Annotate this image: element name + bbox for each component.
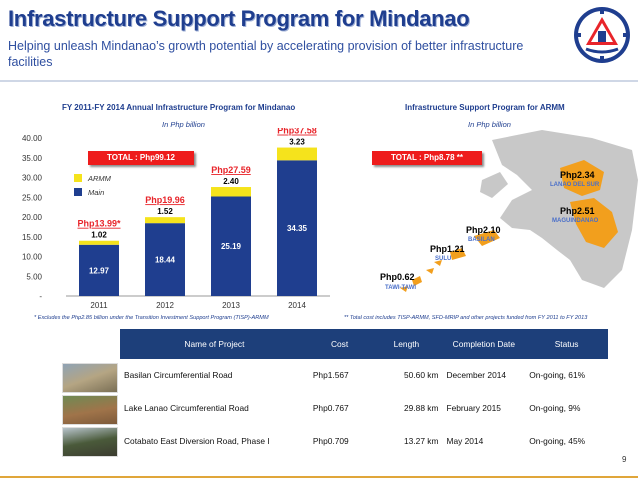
map-title: Infrastructure Support Program for ARMM (405, 103, 565, 112)
bar-total-label: Php13.99* (77, 219, 121, 229)
map-region-basilan: BASILAN (468, 237, 495, 243)
cell-completion: December 2014 (442, 359, 526, 392)
y-tick-label: - (39, 292, 42, 301)
bar-total-label: Php37.58 (277, 128, 317, 136)
chart-unit-note: In Php billion (162, 120, 205, 129)
cell-length: 13.27 km (370, 424, 443, 458)
map-region-maguindanao: MAGUINDANAO (552, 218, 599, 224)
cell-cost: Php1.567 (308, 359, 371, 392)
chart-footnote: * Excludes the Php2.85 billion under the… (34, 315, 269, 321)
y-tick-label: 30.00 (22, 174, 43, 183)
map-amount-sulu: Php1.21 (430, 244, 465, 254)
page-number: 9 (622, 455, 627, 464)
legend-swatch-armm (74, 174, 82, 182)
header-status: Status (525, 329, 608, 359)
cell-length: 29.88 km (404, 403, 439, 413)
cell-status: On-going, 45% (525, 424, 608, 458)
y-tick-label: 5.00 (26, 272, 42, 281)
bar-main-label: 18.44 (155, 256, 176, 265)
cell-cost: Php0.709 (308, 424, 371, 458)
chart-total-box: TOTAL : Php99.12 (88, 151, 194, 165)
header-completion: Completion Date (442, 329, 526, 359)
armm-map (400, 130, 638, 292)
cell-name: Basilan Circumferential Road (120, 359, 309, 392)
project-photo-cotabato (62, 427, 118, 457)
bar-total-label: Php27.59 (211, 165, 251, 175)
bar-armm (145, 217, 185, 224)
page-subtitle: Helping unleash Mindanao’s growth potent… (8, 39, 524, 69)
dpwh-logo (574, 7, 630, 63)
x-tick-label: 2012 (156, 301, 174, 310)
bar-main (79, 244, 119, 296)
project-photo-basilan (62, 363, 118, 393)
table-row: Lake Lanao Circumferential Road Php0.767… (120, 392, 608, 425)
legend-swatch-main (74, 188, 82, 196)
cell-length: 50.60 km (370, 359, 443, 392)
cell-completion: May 2014 (442, 424, 526, 458)
table-row: Cotabato East Diversion Road, Phase I Ph… (120, 424, 608, 458)
cell-name: Lake Lanao Circumferential Road (124, 403, 249, 413)
bar-armm-label: 1.02 (91, 231, 107, 240)
map-amount-basilan: Php2.10 (466, 225, 501, 235)
bar-main (145, 223, 185, 296)
header-cost: Cost (308, 329, 371, 359)
legend-label-armm: ARMM (87, 174, 112, 183)
bar-main (211, 196, 251, 296)
x-tick-label: 2014 (288, 301, 306, 310)
bottom-rule (0, 476, 638, 478)
cell-status: On-going, 9% (529, 403, 581, 413)
table-row: Basilan Circumferential Road Php1.567 50… (120, 359, 608, 392)
bar-main (277, 160, 317, 296)
map-amount-tawitawi: Php0.62 (380, 272, 415, 282)
map-total-box: TOTAL : Php8.78 ** (372, 151, 482, 165)
y-tick-label: 15.00 (22, 233, 43, 242)
cell-name: Cotabato East Diversion Road, Phase I (120, 424, 309, 458)
table-header-row: Name of Project Cost Length Completion D… (120, 329, 608, 359)
map-amount-maguindanao: Php2.51 (560, 206, 595, 216)
x-tick-label: 2013 (222, 301, 240, 310)
page-title: Infrastructure Support Program for Minda… (8, 6, 470, 31)
bar-armm (277, 147, 317, 161)
x-tick-label: 2011 (90, 301, 108, 310)
header-name: Name of Project (120, 329, 309, 359)
map-region-lanao: LANAO DEL SUR (550, 182, 600, 188)
bar-armm (79, 240, 119, 245)
y-tick-label: 35.00 (22, 154, 43, 163)
bar-armm-label: 3.23 (289, 138, 305, 147)
bar-armm (211, 187, 251, 197)
cell-cost: Php0.767 (312, 403, 349, 413)
bar-total-label: Php19.96 (145, 195, 185, 205)
y-tick-label: 40.00 (22, 134, 43, 143)
y-tick-label: 20.00 (22, 213, 43, 222)
y-tick-label: 25.00 (22, 193, 43, 202)
header-divider (0, 80, 638, 82)
chart-title: FY 2011-FY 2014 Annual Infrastructure Pr… (62, 103, 296, 112)
bar-main-label: 25.19 (221, 242, 242, 251)
bar-main-label: 12.97 (89, 266, 110, 275)
cell-status: On-going, 61% (525, 359, 608, 392)
header-length: Length (370, 329, 443, 359)
bar-armm-label: 1.52 (157, 207, 173, 216)
y-tick-label: 10.00 (22, 253, 43, 262)
map-region-tawitawi: TAWI-TAWI (385, 285, 417, 291)
stacked-bar-chart: - 5.00 10.00 15.00 20.00 25.00 30.00 35.00 40.00… (22, 128, 330, 310)
map-unit-note: In Php billion (468, 120, 511, 129)
map-amount-lanao: Php2.34 (560, 170, 595, 180)
projects-table: Name of Project Cost Length Completion D… (120, 329, 608, 458)
bar-armm-label: 2.40 (223, 177, 239, 186)
map-region-sulu: SULU (435, 256, 452, 262)
bar-main-label: 34.35 (287, 224, 308, 233)
map-footnote: ** Total cost includes TISP-ARMM, SFD-MR… (344, 315, 588, 321)
legend-label-main: Main (88, 188, 104, 197)
cell-completion: February 2015 (446, 403, 501, 413)
project-photo-lanao (62, 395, 118, 425)
